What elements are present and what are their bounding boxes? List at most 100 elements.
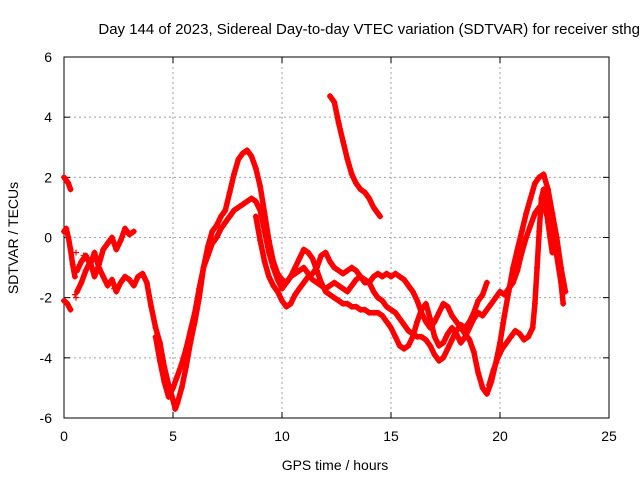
data-point (226, 189, 233, 196)
data-point (61, 297, 67, 304)
data-point (239, 150, 246, 157)
x-tick-label: 25 (601, 428, 617, 444)
data-point (370, 288, 377, 295)
y-tick-label: -2 (40, 290, 53, 306)
data-point (71, 291, 78, 298)
data-point (531, 210, 538, 217)
x-tick-label: 20 (492, 428, 508, 444)
data-point (401, 345, 408, 352)
x-tick-label: 10 (274, 428, 290, 444)
data-point (309, 255, 316, 262)
data-point (252, 213, 259, 220)
data-point (209, 228, 216, 235)
data-point (148, 303, 155, 310)
data-point (427, 315, 434, 322)
data-point (514, 267, 521, 274)
data-point (335, 120, 342, 127)
data-point (318, 282, 325, 289)
data-point (422, 318, 429, 325)
data-point (313, 279, 320, 286)
data-point (479, 291, 486, 298)
data-point (440, 300, 447, 307)
data-point (418, 309, 425, 316)
data-point (130, 282, 137, 289)
data-point (122, 225, 129, 232)
data-point (213, 234, 220, 241)
data-point (108, 276, 115, 283)
y-axis-label: SDTVAR / TECUs (5, 182, 21, 294)
data-point (274, 270, 281, 277)
data-point (326, 258, 333, 265)
chart-title: Day 144 of 2023, Sidereal Day-to-day VTE… (98, 21, 640, 38)
data-point (326, 282, 333, 289)
data-point (257, 183, 264, 190)
data-point (449, 324, 456, 331)
data-point (405, 282, 412, 289)
data-point (531, 300, 538, 307)
data-point (331, 99, 338, 106)
data-point (370, 273, 377, 280)
data-point (549, 210, 556, 217)
data-point (204, 243, 211, 250)
data-point (91, 249, 98, 256)
data-point (383, 318, 390, 325)
data-point (440, 339, 447, 346)
data-point (523, 234, 530, 241)
data-point (287, 273, 294, 280)
data-point (388, 273, 394, 280)
data-point (187, 339, 194, 346)
data-point (61, 174, 67, 181)
series-arc-4 (74, 147, 566, 412)
data-point (244, 147, 251, 154)
data-point (531, 180, 538, 187)
data-point (265, 273, 272, 280)
data-point (494, 354, 501, 361)
data-point (172, 405, 179, 412)
data-point (361, 189, 368, 196)
grid (64, 57, 609, 418)
data-point (340, 285, 347, 292)
data-point (392, 309, 399, 316)
data-point (279, 297, 285, 304)
data-point (520, 336, 527, 343)
data-point (388, 324, 394, 331)
data-point (401, 321, 408, 328)
data-point (348, 264, 355, 271)
data-point (427, 324, 434, 331)
data-point (292, 291, 299, 298)
data-point (217, 225, 224, 232)
y-tick-label: 4 (44, 109, 52, 125)
data-point (165, 393, 172, 400)
data-point (174, 399, 181, 406)
data-point (542, 198, 549, 205)
data-point (440, 354, 447, 361)
data-point (475, 297, 482, 304)
data-point (510, 279, 517, 286)
data-point (348, 282, 355, 289)
data-point (348, 171, 355, 178)
data-point (525, 333, 532, 340)
data-point (344, 288, 351, 295)
data-point (122, 273, 129, 280)
data-point (265, 249, 272, 256)
data-point (536, 204, 543, 211)
data-point (165, 381, 172, 388)
data-point (544, 219, 551, 226)
data-point (501, 291, 508, 298)
data-point (178, 360, 185, 367)
data-point (538, 195, 545, 202)
data-point (435, 309, 442, 316)
data-point (483, 390, 490, 397)
data-point (265, 237, 272, 244)
data-point (357, 273, 364, 280)
data-point (244, 198, 251, 205)
data-point (91, 273, 98, 280)
data-point (108, 234, 115, 241)
data-point (518, 228, 525, 235)
data-point (488, 300, 495, 307)
data-point (183, 363, 190, 370)
data-point (497, 339, 503, 346)
data-point (462, 330, 469, 337)
data-point (67, 186, 74, 193)
